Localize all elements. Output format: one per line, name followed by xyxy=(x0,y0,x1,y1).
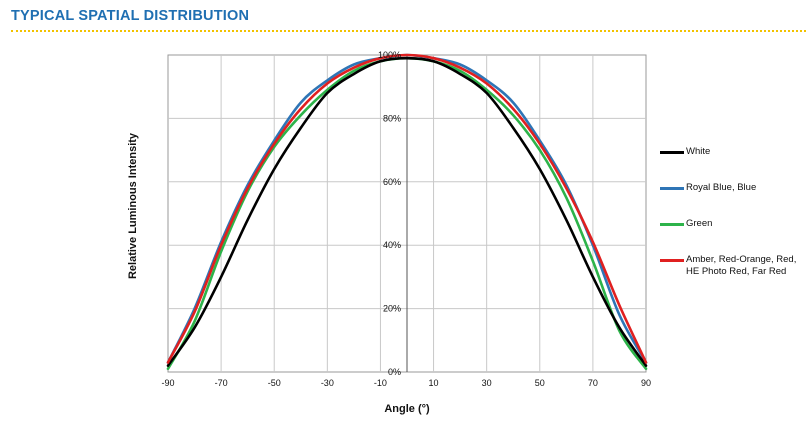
y-tick-label: 80% xyxy=(383,113,401,123)
y-tick-label: 40% xyxy=(383,240,401,250)
legend-item-white: White xyxy=(660,146,710,158)
legend-item-green: Green xyxy=(660,218,712,230)
title-rule xyxy=(11,30,806,32)
series-line-red xyxy=(166,53,648,364)
y-axis-label: Relative Luminous Intensity xyxy=(127,132,139,280)
x-tick-label: -30 xyxy=(321,378,334,388)
y-tick-label: 0% xyxy=(388,367,401,377)
legend-item-red: Amber, Red-Orange, Red, HE Photo Red, Fa… xyxy=(660,254,805,278)
x-tick-label: -90 xyxy=(161,378,174,388)
legend-swatch-red xyxy=(660,259,684,262)
legend-label-green: Green xyxy=(686,218,713,229)
legend-label-white: White xyxy=(686,146,711,157)
legend-label-red: Amber, Red-Orange, Red, HE Photo Red, Fa… xyxy=(686,254,797,277)
x-tick-label: 90 xyxy=(641,378,651,388)
x-tick-label: 70 xyxy=(588,378,598,388)
y-tick-label: 20% xyxy=(383,304,401,314)
x-tick-label: -50 xyxy=(268,378,281,388)
tick-layer: -90 -70 -50 -30 -10 10 30 50 70 90 0% 20% 40% 60% 80% 1… xyxy=(161,50,651,388)
x-tick-label: 10 xyxy=(429,378,439,388)
legend-swatch-royal-blue xyxy=(660,187,684,190)
legend-swatch-white xyxy=(660,151,684,154)
legend-item-royal-blue: Royal Blue, Blue xyxy=(660,182,756,194)
series-layer xyxy=(166,53,648,371)
legend-label-royal-blue: Royal Blue, Blue xyxy=(686,182,757,193)
section-title: TYPICAL SPATIAL DISTRIBUTION xyxy=(11,8,250,24)
x-tick-label: -70 xyxy=(215,378,228,388)
x-axis-label: Angle (°) xyxy=(384,403,430,415)
series-line-white xyxy=(166,56,648,367)
legend-swatch-green xyxy=(660,223,684,226)
x-tick-label: 30 xyxy=(482,378,492,388)
x-tick-label: 50 xyxy=(535,378,545,388)
x-tick-label: -10 xyxy=(374,378,387,388)
y-tick-label: 60% xyxy=(383,177,401,187)
y-tick-label: 100% xyxy=(378,50,401,60)
